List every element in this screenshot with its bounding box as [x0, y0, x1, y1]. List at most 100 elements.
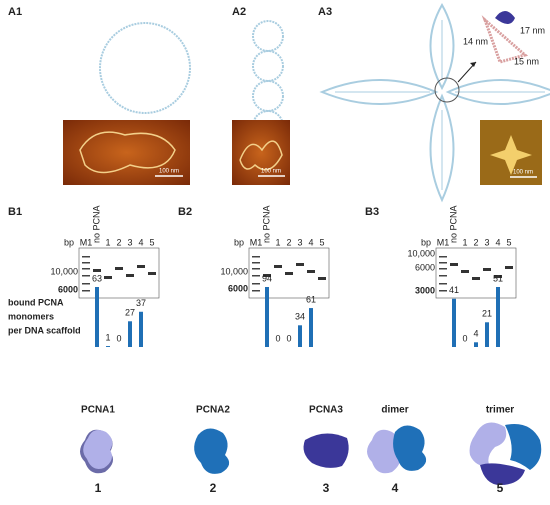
y-label-line: monomers [8, 311, 54, 321]
bar-value-label: 34 [295, 312, 305, 322]
gel-band [137, 265, 145, 268]
bp-label: bp [64, 237, 74, 247]
afm-cross [490, 135, 532, 175]
scale-bar-label: 100 nm [513, 170, 533, 176]
lane-label: no PCNA [448, 205, 458, 243]
lane-label: M1 [80, 237, 93, 247]
protein-number: 3 [323, 481, 330, 495]
afm-strand [239, 140, 283, 171]
bar-value-label: 0 [116, 333, 121, 343]
lane-label: 1 [105, 237, 110, 247]
lane-label: M1 [250, 237, 263, 247]
gel-band [318, 277, 326, 280]
marker-band [252, 262, 260, 264]
lane-label: 4 [495, 237, 500, 247]
afm-strand [79, 131, 176, 174]
lane-label: 5 [149, 237, 154, 247]
magnifier [434, 77, 460, 103]
ring-origami [99, 22, 191, 114]
lane-label: M1 [437, 237, 450, 247]
dimension-label: 14 nm [463, 36, 488, 46]
lane-label: no PCNA [91, 205, 101, 243]
bar-value-label: 51 [493, 273, 503, 283]
lane-label: 3 [127, 237, 132, 247]
marker-band [252, 268, 260, 270]
protein-trimer [469, 422, 542, 485]
marker-band [439, 290, 447, 292]
bar-value-label: 63 [92, 273, 102, 283]
bar-value-label: 0 [286, 333, 291, 343]
protein-number: 2 [210, 481, 217, 495]
bound-pcna [495, 11, 515, 24]
gel-band [126, 274, 134, 277]
marker-band [82, 256, 90, 258]
marker-band [439, 283, 447, 285]
marker-band [82, 268, 90, 270]
gel-band [148, 272, 156, 275]
protein-name: trimer [486, 405, 514, 416]
gel [435, 247, 517, 299]
afm-image [63, 120, 190, 185]
marker-band [82, 283, 90, 285]
triangle-structure [481, 15, 529, 64]
cross-origami [319, 2, 550, 203]
bar [485, 322, 489, 347]
chain-ring [252, 80, 284, 112]
afm-image [232, 120, 290, 185]
chain-ring [252, 20, 284, 52]
marker-band [252, 256, 260, 258]
panel-label: A1 [8, 6, 22, 18]
gel-band [307, 270, 315, 273]
scale-bar-label: 100 nm [159, 169, 179, 175]
gel-band [494, 275, 502, 278]
gel-band [274, 265, 282, 268]
marker-label: 10,000 [50, 266, 78, 276]
panel-label: B3 [365, 206, 379, 218]
lane-label: 2 [286, 237, 291, 247]
panel-label: B2 [178, 206, 192, 218]
marker-label: 3000 [415, 285, 435, 295]
marker-label: 6000 [228, 283, 248, 293]
marker-band [439, 256, 447, 258]
gel-band [461, 270, 469, 273]
lane-label: 2 [116, 237, 121, 247]
bar-value-label: 37 [136, 298, 146, 308]
lane-label: no PCNA [261, 205, 271, 243]
marker-label: 6000 [58, 284, 78, 294]
gel-band [483, 268, 491, 271]
lane-label: 3 [484, 237, 489, 247]
lane-label: 4 [308, 237, 313, 247]
bar [452, 298, 456, 347]
panel-label: B1 [8, 206, 22, 218]
gel-band [263, 274, 271, 277]
bar-value-label: 61 [306, 294, 316, 304]
marker-band [439, 268, 447, 270]
gel [78, 247, 160, 299]
protein-pcna3 [303, 433, 349, 468]
panel-label: A3 [318, 6, 332, 18]
gel-band [115, 267, 123, 270]
arrowhead [470, 62, 476, 67]
lane-label: 2 [473, 237, 478, 247]
marker-band [252, 275, 260, 277]
bar-value-label: 4 [473, 329, 478, 339]
lane-label: 5 [506, 237, 511, 247]
bar [106, 346, 110, 347]
gel-band [104, 276, 112, 279]
protein-number: 5 [497, 481, 504, 495]
bp-label: bp [421, 237, 431, 247]
lane-label: 4 [138, 237, 143, 247]
protein-pcna1 [80, 429, 114, 474]
gel-band [472, 277, 480, 280]
bar [298, 325, 302, 347]
y-label-line: bound PCNA [8, 297, 64, 307]
protein-number: 4 [392, 481, 399, 495]
protein-pcna2 [194, 428, 230, 474]
marker-band [439, 275, 447, 277]
chain-ring [252, 50, 284, 82]
bar-value-label: 94 [262, 273, 272, 283]
bar [474, 342, 478, 347]
gel-band [450, 263, 458, 266]
dimension-label: 17 nm [520, 25, 545, 35]
